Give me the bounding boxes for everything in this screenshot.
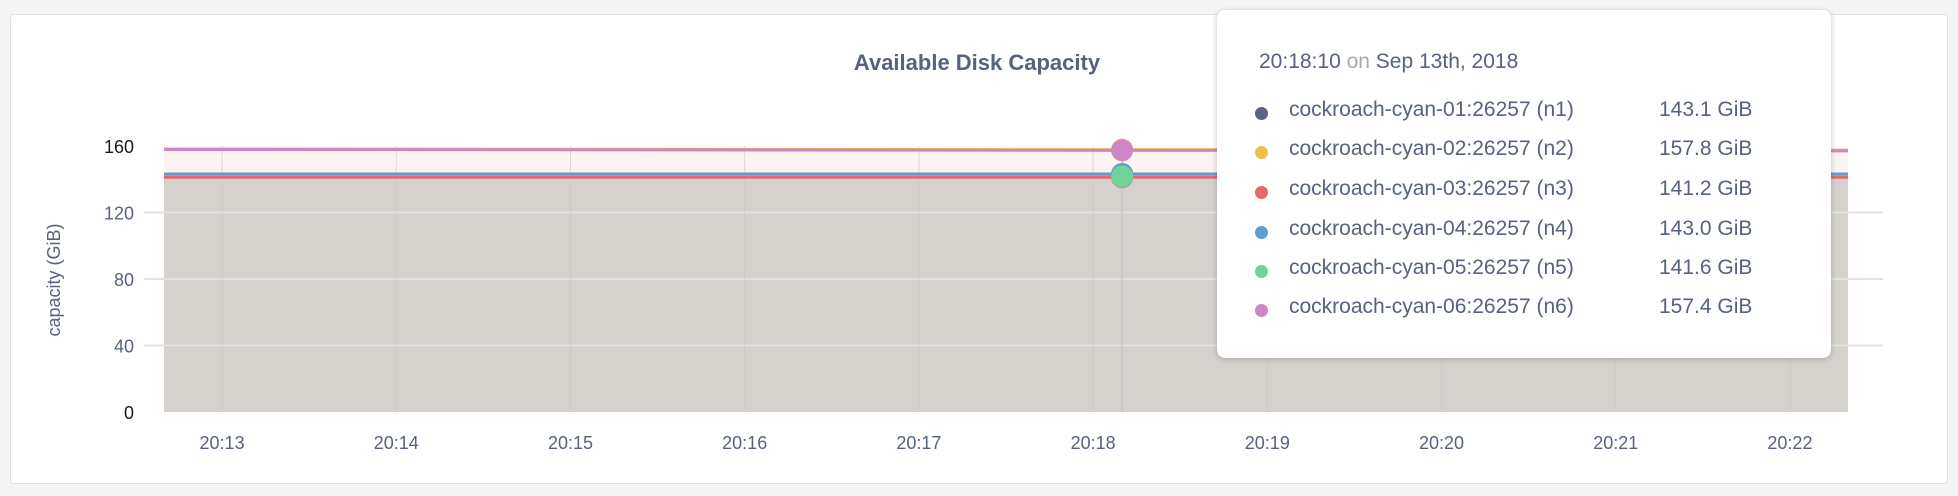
tooltip-series-name: cockroach-cyan-05:26257 (n5) [1289, 256, 1574, 279]
tooltip-series-name: cockroach-cyan-06:26257 (n6) [1289, 295, 1574, 318]
x-tick-label: 20:13 [200, 433, 245, 453]
tooltip-date: Sep 13th, 2018 [1375, 50, 1519, 73]
tooltip-series-value: 157.8 GiB [1659, 137, 1753, 160]
tooltip-on: on [1346, 50, 1370, 73]
series-color-dot-icon [1255, 186, 1268, 199]
x-tick-label: 20:16 [722, 433, 767, 453]
tooltip-header: 20:18:10 on Sep 13th, 2018 [1259, 50, 1518, 74]
y-tick-label: 120 [104, 204, 134, 224]
x-tick-label: 20:17 [896, 433, 941, 453]
x-tick-label: 20:15 [548, 433, 593, 453]
tooltip-series-name: cockroach-cyan-02:26257 (n2) [1289, 137, 1574, 160]
series-color-dot-icon [1255, 226, 1268, 239]
tooltip-series-value: 157.4 GiB [1659, 295, 1753, 318]
y-tick-label: 80 [114, 270, 134, 290]
series-color-dot-icon [1255, 304, 1268, 317]
tooltip-time: 20:18:10 [1259, 50, 1341, 73]
hover-tooltip: 20:18:10 on Sep 13th, 2018 cockroach-cya… [1217, 10, 1831, 358]
x-tick-label: 20:21 [1593, 433, 1638, 453]
tooltip-row: cockroach-cyan-06:26257 (n6) 157.4 GiB [1255, 295, 1815, 325]
hover-marker-n5 [1111, 165, 1134, 188]
x-tick-label: 20:18 [1071, 433, 1116, 453]
series-color-dot-icon [1255, 107, 1268, 120]
x-tick-label: 20:14 [374, 433, 419, 453]
tooltip-row: cockroach-cyan-04:26257 (n4) 143.0 GiB [1255, 217, 1815, 247]
tooltip-series-value: 141.2 GiB [1659, 177, 1753, 200]
tooltip-series-value: 143.1 GiB [1659, 98, 1753, 121]
tooltip-row: cockroach-cyan-03:26257 (n3) 141.2 GiB [1255, 177, 1815, 207]
y-tick-label: 0 [124, 403, 134, 423]
tooltip-row: cockroach-cyan-05:26257 (n5) 141.6 GiB [1255, 256, 1815, 286]
x-tick-label: 20:19 [1245, 433, 1290, 453]
chart-title: Available Disk Capacity [854, 50, 1101, 75]
series-color-dot-icon [1255, 265, 1268, 278]
x-tick-label: 20:22 [1767, 433, 1812, 453]
tooltip-series-name: cockroach-cyan-04:26257 (n4) [1289, 217, 1574, 240]
series-color-dot-icon [1255, 146, 1268, 159]
y-tick-label: 40 [114, 337, 134, 357]
tooltip-row: cockroach-cyan-01:26257 (n1) 143.1 GiB [1255, 98, 1815, 128]
hover-marker-n6 [1111, 139, 1134, 162]
tooltip-series-value: 141.6 GiB [1659, 256, 1753, 279]
y-axis-label: capacity (GiB) [44, 223, 64, 336]
tooltip-series-value: 143.0 GiB [1659, 217, 1753, 240]
tooltip-row: cockroach-cyan-02:26257 (n2) 157.8 GiB [1255, 137, 1815, 167]
tooltip-series-name: cockroach-cyan-01:26257 (n1) [1289, 98, 1574, 121]
tooltip-series-name: cockroach-cyan-03:26257 (n3) [1289, 177, 1574, 200]
x-tick-label: 20:20 [1419, 433, 1464, 453]
y-tick-label: 160 [104, 137, 134, 157]
